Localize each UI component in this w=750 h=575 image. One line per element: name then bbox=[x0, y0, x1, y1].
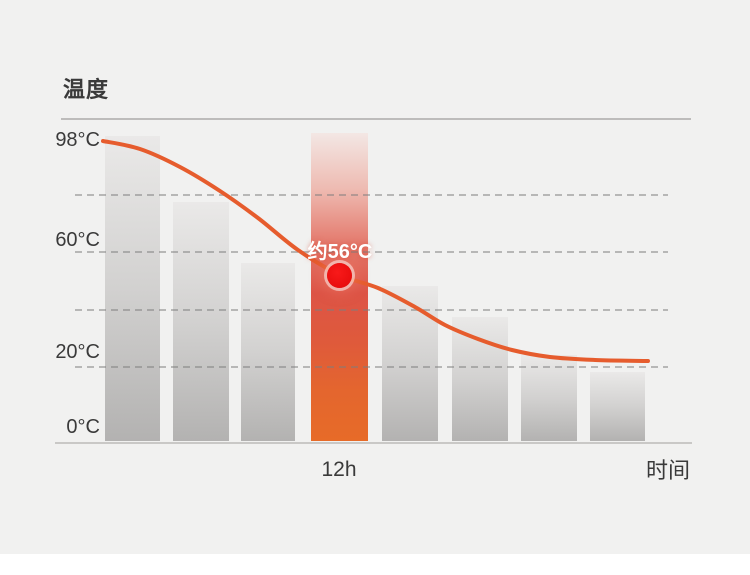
bar bbox=[241, 262, 295, 441]
data-point-dot bbox=[327, 263, 352, 288]
gridline-80c bbox=[75, 193, 668, 196]
x-axis-line bbox=[55, 442, 692, 444]
gridline-40c bbox=[75, 308, 668, 311]
bar bbox=[173, 202, 229, 441]
x-axis-title: 时间 bbox=[646, 458, 691, 483]
gridline-20c bbox=[75, 366, 668, 368]
bar bbox=[590, 371, 645, 442]
y-tick-0: 0°C bbox=[66, 416, 100, 438]
bar bbox=[105, 136, 160, 441]
bar bbox=[521, 354, 577, 441]
y-tick-98: 98°C bbox=[55, 129, 100, 151]
bar bbox=[452, 317, 508, 441]
y-tick-20: 20°C bbox=[55, 341, 100, 363]
data-point-label: 约56°C bbox=[307, 241, 373, 263]
top-divider-line bbox=[61, 118, 691, 120]
y-axis-title: 温度 bbox=[63, 77, 110, 102]
x-tick-12h: 12h bbox=[321, 458, 357, 481]
y-tick-60: 60°C bbox=[55, 229, 100, 251]
